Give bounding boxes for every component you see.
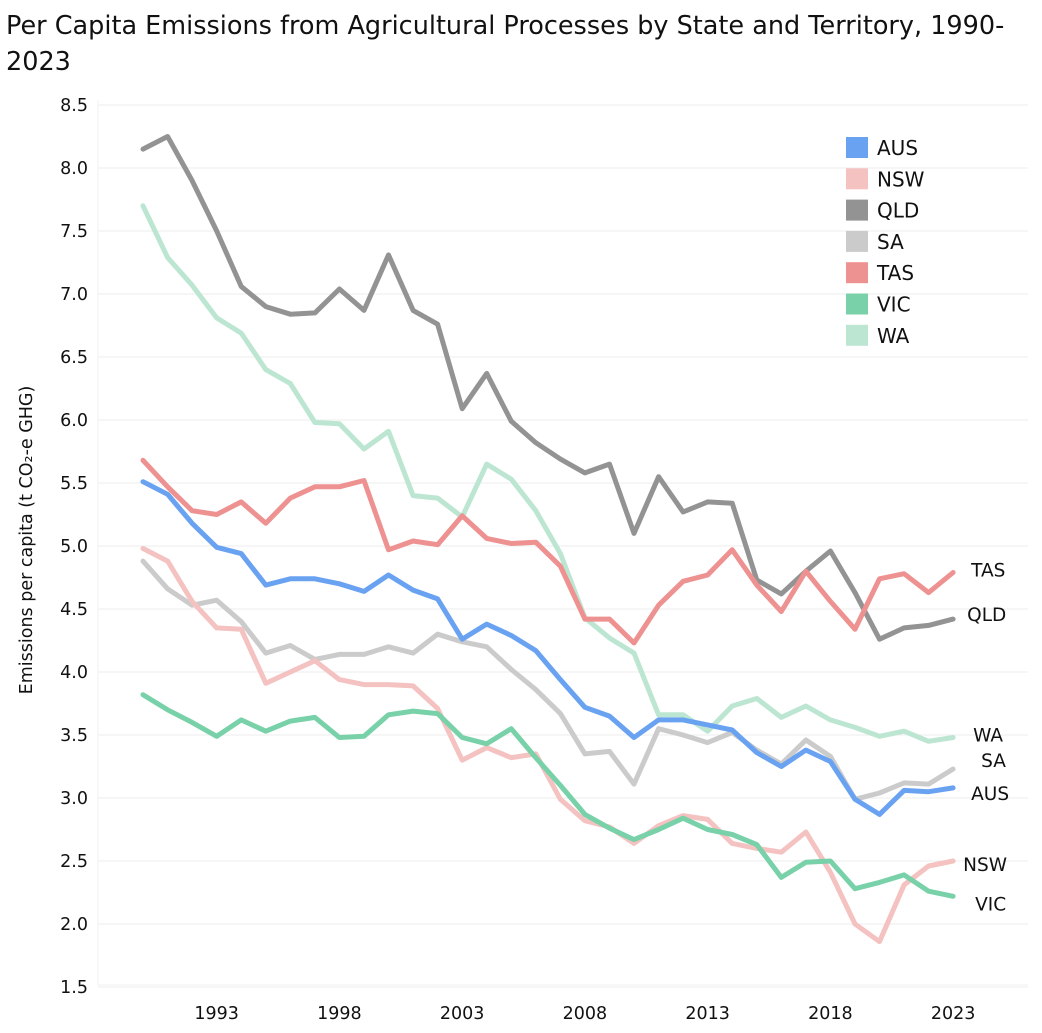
y-tick-label: 2.5 xyxy=(60,852,88,872)
y-tick-label: 7.0 xyxy=(60,285,88,305)
y-tick-label: 5.0 xyxy=(60,537,88,557)
y-tick-label: 4.5 xyxy=(60,600,88,620)
end-label-sa: SA xyxy=(981,751,1006,772)
legend-label-sa: SA xyxy=(877,230,904,254)
legend-label-vic: VIC xyxy=(877,293,911,317)
x-tick-label: 2013 xyxy=(685,1004,730,1024)
legend-label-nsw: NSW xyxy=(877,167,925,191)
y-tick-label: 1.5 xyxy=(60,978,88,998)
y-tick-label: 6.0 xyxy=(60,411,88,431)
end-label-wa: WA xyxy=(973,726,1003,747)
series-line-sa xyxy=(140,558,956,802)
legend-swatch-wa xyxy=(846,324,868,346)
end-label-aus: AUS xyxy=(971,784,1009,805)
legend-swatch-aus xyxy=(846,137,868,158)
series-line-tas xyxy=(140,457,956,646)
y-tick-label: 2.0 xyxy=(60,915,88,935)
x-tick-label: 2003 xyxy=(440,1004,485,1024)
x-tick-label: 1998 xyxy=(317,1004,362,1024)
chart-title: Per Capita Emissions from Agricultural P… xyxy=(6,11,1005,77)
y-tick-label: 7.5 xyxy=(60,222,88,242)
x-tick-label: 2008 xyxy=(563,1004,608,1024)
series-line-aus xyxy=(140,479,956,817)
y-tick-label: 3.5 xyxy=(60,726,88,746)
legend-label-tas: TAS xyxy=(876,261,914,285)
gridlines xyxy=(97,100,1028,988)
series-line-vic xyxy=(140,692,956,899)
end-label-tas: TAS xyxy=(970,560,1005,581)
legend: AUS NSW QLD SA TAS VIC WA xyxy=(846,136,925,348)
legend-swatch-sa xyxy=(846,230,868,252)
x-axis-ticks: 1993 1998 2003 2008 2013 2018 2023 xyxy=(194,1004,975,1024)
end-label-vic: VIC xyxy=(975,894,1006,915)
series-end-labels: AUS NSW QLD SA TAS VIC WA xyxy=(963,560,1009,915)
end-label-qld: QLD xyxy=(967,605,1006,626)
y-tick-label: 4.0 xyxy=(60,663,88,683)
series-line-nsw xyxy=(140,546,956,945)
end-label-nsw: NSW xyxy=(963,855,1007,876)
legend-swatch-vic xyxy=(846,293,868,315)
y-tick-label: 8.5 xyxy=(60,96,88,116)
y-tick-label: 3.0 xyxy=(60,789,88,809)
legend-swatch-tas xyxy=(846,262,868,284)
y-tick-label: 8.0 xyxy=(60,159,88,179)
series-line-wa xyxy=(140,203,956,744)
y-tick-label: 6.5 xyxy=(60,348,88,368)
series-lines xyxy=(140,134,956,945)
y-tick-label: 5.5 xyxy=(60,474,88,494)
series-line-qld xyxy=(140,134,956,642)
x-tick-label: 1993 xyxy=(194,1004,239,1024)
legend-label-qld: QLD xyxy=(877,199,919,223)
legend-swatch-nsw xyxy=(846,168,868,190)
y-axis-ticks: 1.5 2.0 2.5 3.0 3.5 4.0 4.5 5.0 5.5 6.0 6.5 7.0 7.5 8… xyxy=(60,96,88,998)
x-tick-label: 2018 xyxy=(808,1004,853,1024)
y-axis-label: Emissions per capita (t CO₂-e GHG) xyxy=(17,386,37,695)
legend-label-wa: WA xyxy=(877,324,910,348)
legend-label-aus: AUS xyxy=(877,136,918,160)
x-tick-label: 2023 xyxy=(931,1004,976,1024)
legend-swatch-qld xyxy=(846,199,868,221)
